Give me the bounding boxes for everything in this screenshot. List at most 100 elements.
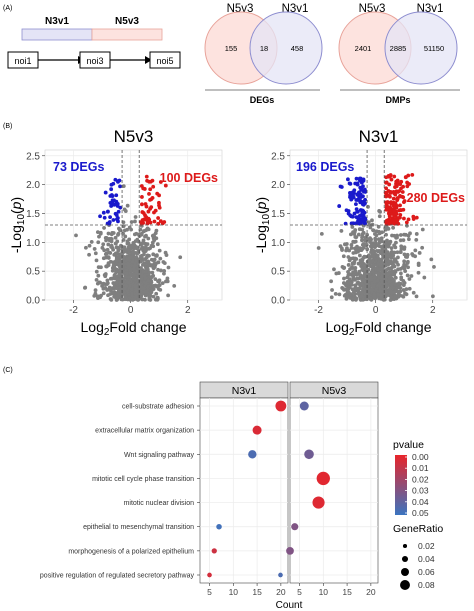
point-ns [405,223,409,228]
point-ns [98,231,103,236]
facet-panel [289,397,379,584]
point-ns [391,253,396,258]
point-ns [422,275,427,280]
point-ns [367,223,372,227]
point-ns [137,286,142,291]
point-ns [378,250,383,255]
venn-dmps-right-circle [384,11,458,85]
point-down [358,194,363,199]
point-ns [414,237,419,242]
point-up [414,215,419,220]
point-ns [389,294,394,299]
point-up [144,174,149,179]
point-ns [394,240,398,245]
volcano-title: N3v1 [359,127,399,146]
point-down [114,193,119,198]
generatio-size-dot [400,580,410,590]
category-label: morphogenesis of a polarized epithelium [68,548,194,555]
point-down [360,213,365,218]
point-ns [378,293,383,297]
x-tick-label: 20 [276,587,286,597]
point-ns [392,259,396,264]
point-ns [376,272,381,277]
point-ns [132,264,137,269]
point-ns [347,279,352,284]
point-ns [127,256,132,261]
point-ns [150,240,155,245]
dot-n3v1 [252,425,262,435]
point-down [356,215,361,220]
point-ns [106,242,111,247]
point-ns [334,271,339,276]
point-up [387,214,392,219]
point-ns [357,227,362,232]
point-ns [420,227,425,232]
point-ns [375,278,380,283]
point-ns [138,271,142,276]
point-ns [84,245,88,250]
point-ns [369,250,374,255]
point-ns [400,294,405,299]
point-up [384,219,389,224]
point-ns [87,252,91,257]
point-ns [348,296,353,300]
point-ns [355,244,359,249]
point-ns [376,224,381,229]
point-ns [133,284,138,289]
point-up [411,217,416,221]
point-ns [145,226,150,231]
point-up [140,218,145,223]
point-ns [375,253,380,258]
point-ns [109,244,114,249]
point-down [116,179,120,184]
point-ns [139,253,144,258]
point-ns [106,231,111,236]
point-ns [369,243,374,248]
point-ns [129,220,134,224]
point-ns [432,265,436,269]
point-ns [162,261,167,266]
point-ns [410,252,415,256]
point-ns [134,258,138,263]
point-ns [358,260,363,265]
point-up [386,174,391,178]
point-ns [351,266,355,271]
point-ns [155,242,160,247]
point-down [352,211,357,216]
point-ns [387,287,392,292]
point-ns [114,280,119,285]
point-ns [398,238,403,243]
point-up [140,195,144,199]
point-up [386,200,391,205]
point-ns [393,245,398,250]
point-ns [134,255,139,260]
point-up [398,193,402,198]
point-down [363,221,367,226]
point-up [148,220,153,225]
point-up [158,180,163,184]
point-ns [402,266,407,271]
point-ns [125,289,130,293]
point-ns [96,273,101,278]
point-ns [392,272,397,277]
dot-n5v3 [278,572,283,578]
point-ns [156,287,161,292]
point-ns [141,238,146,243]
point-up [150,196,155,200]
point-down [107,221,112,226]
point-down [349,191,354,195]
point-up [405,184,410,189]
point-ns [160,281,165,285]
point-ns [398,266,403,271]
point-ns [345,294,350,299]
point-ns [97,234,101,239]
point-ns [130,259,135,264]
venn-degs: N5v3 N3v1 155 18 458 DEGs [204,3,323,105]
point-up [148,179,153,184]
point-ns [115,239,120,244]
point-ns [146,279,151,283]
n5v3-bar [91,28,163,41]
point-ns [157,248,162,253]
point-ns [122,286,127,291]
x-tick-label: 5 [297,587,302,597]
